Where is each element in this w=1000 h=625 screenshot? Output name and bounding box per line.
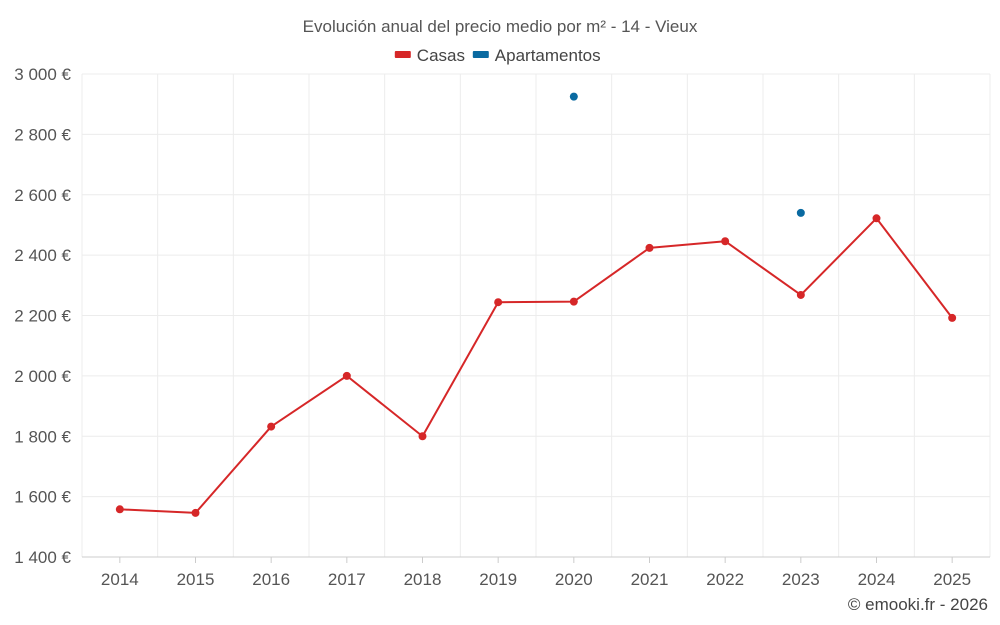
y-tick-label: 1 600 € [14,488,71,507]
x-tick-label: 2023 [782,570,820,589]
x-tick-label: 2024 [858,570,896,589]
y-axis: 1 400 € 1 600 € 1 800 € 2 000 € 2 200 € 2 400… [14,65,71,567]
legend-item-casas[interactable]: Casas [394,46,465,65]
grid [81,73,991,557]
data-point[interactable] [569,92,578,101]
data-point[interactable] [721,237,730,246]
legend[interactable]: Casas Apartamentos [394,46,601,65]
series-layer [115,92,957,517]
data-point[interactable] [948,313,957,322]
data-point[interactable] [115,505,124,514]
series-apartamentos [569,92,805,217]
legend-label: Casas [417,46,465,65]
y-tick-label: 2 800 € [14,125,71,144]
data-point[interactable] [191,508,200,517]
data-point[interactable] [796,290,805,299]
y-tick-label: 3 000 € [14,65,71,84]
x-tick-label: 2014 [101,570,139,589]
x-tick-label: 2015 [177,570,215,589]
y-tick-label: 2 400 € [14,246,71,265]
x-tick-label: 2018 [404,570,442,589]
series-line [119,217,953,514]
data-point[interactable] [267,422,276,431]
data-point[interactable] [796,208,805,217]
data-point[interactable] [569,297,578,306]
y-tick-label: 2 200 € [14,307,71,326]
legend-swatch [394,51,411,58]
x-tick-label: 2019 [479,570,517,589]
y-tick-label: 1 400 € [14,548,71,567]
x-tick-label: 2021 [631,570,669,589]
data-point[interactable] [418,432,427,441]
x-tick-label: 2017 [328,570,366,589]
data-point[interactable] [494,298,503,307]
x-axis: 2014 2015 2016 2017 2018 2019 2020 2021 2022 2023… [82,556,990,589]
y-tick-label: 2 000 € [14,367,71,386]
x-tick-label: 2020 [555,570,593,589]
data-point[interactable] [342,371,351,380]
x-tick-label: 2022 [706,570,744,589]
legend-swatch [472,51,489,58]
chart-title: Evolución anual del precio medio por m² … [303,17,698,36]
y-tick-label: 2 600 € [14,186,71,205]
data-point[interactable] [645,243,654,252]
legend-item-apartamentos[interactable]: Apartamentos [472,46,601,65]
x-tick-label: 2016 [252,570,290,589]
data-point[interactable] [872,214,881,223]
credit-text: © emooki.fr - 2026 [848,595,988,614]
series-casas [115,214,957,517]
y-tick-label: 1 800 € [14,427,71,446]
legend-label: Apartamentos [495,46,601,65]
x-tick-label: 2025 [933,570,971,589]
